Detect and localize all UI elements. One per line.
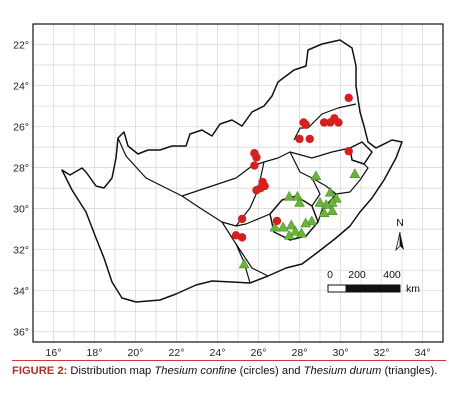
y-tick-label: 26°: [13, 122, 29, 134]
scale-label-400: 400: [383, 269, 401, 281]
thesium-confine-point: [319, 118, 329, 127]
thesium-durum-point: [314, 196, 326, 207]
eswatini-border: [349, 141, 373, 165]
south-africa-border: [61, 39, 403, 303]
thesium-durum-point: [277, 221, 289, 232]
north-arrow-icon-half: [395, 231, 401, 252]
longitude-ticks: 16° 18° 20° 22° 24° 26° 28° 30° 32° 34°: [46, 347, 431, 359]
scale-segment-black: [345, 284, 401, 293]
thesium-confine-point: [272, 216, 282, 226]
y-tick-label: 24°: [13, 81, 29, 93]
north-arrow: N: [395, 217, 404, 252]
thesium-durum-point: [300, 217, 312, 228]
x-tick-label: 22°: [169, 347, 185, 359]
thesium-durum-point: [269, 221, 281, 232]
thesium-durum-point: [349, 168, 361, 179]
x-tick-label: 34°: [415, 347, 431, 359]
map-grid: [32, 23, 444, 342]
thesium-confine-point: [252, 153, 261, 162]
thesium-durum-point: [283, 190, 295, 201]
y-tick-label: 22°: [13, 40, 29, 52]
y-tick-label: 34°: [13, 286, 29, 298]
thesium-confine-point: [344, 147, 353, 156]
thesium-durum-point: [289, 225, 301, 236]
thesium-confine-point: [237, 214, 247, 224]
thesium-durum-point: [285, 219, 297, 230]
thesium-confine-point: [295, 134, 304, 144]
x-tick-label: 24°: [210, 347, 226, 359]
x-tick-label: 16°: [46, 347, 62, 359]
figure-caption: FIGURE 2: Distribution map Thesium confi…: [12, 364, 448, 378]
thesium-durum-point: [294, 196, 305, 207]
caption-text-3: (triangles).: [381, 365, 438, 377]
x-tick-label: 30°: [333, 347, 349, 359]
y-tick-label: 30°: [13, 204, 29, 216]
map-frame: [32, 23, 444, 343]
caption-text-2: (circles) and: [236, 365, 304, 377]
thesium-confine-point: [250, 161, 259, 170]
thesium-durum-point: [324, 186, 336, 197]
thesium-confine-point: [260, 181, 269, 191]
north-arrow-icon: [400, 232, 404, 250]
thesium-durum-points: [238, 168, 361, 269]
thesium-confine-points: [231, 93, 353, 242]
caption-species-1: Thesium confine: [154, 365, 237, 377]
thesium-confine-point: [252, 185, 261, 195]
caption-species-2: Thesium durum: [303, 365, 382, 377]
caption-rule: [12, 360, 446, 361]
scale-label-200: 200: [348, 269, 366, 281]
country-borders: [61, 39, 403, 303]
scale-unit: km: [406, 283, 420, 295]
latitude-ticks: 22° 24° 26° 28° 30° 32° 34° 36°: [13, 40, 29, 339]
x-tick-label: 18°: [87, 347, 103, 359]
thesium-confine-point: [301, 120, 310, 129]
caption-label: FIGURE 2:: [12, 365, 68, 377]
thesium-confine-point: [344, 93, 353, 103]
thesium-durum-point: [296, 227, 307, 238]
thesium-durum-point: [238, 258, 250, 269]
x-tick-label: 26°: [251, 347, 267, 359]
scale-label-0: 0: [327, 269, 333, 281]
y-tick-label: 32°: [13, 245, 29, 257]
north-label: N: [396, 217, 404, 229]
x-tick-label: 32°: [374, 347, 390, 359]
y-tick-label: 36°: [13, 327, 29, 339]
thesium-confine-point: [237, 233, 247, 242]
x-tick-label: 28°: [292, 347, 308, 359]
thesium-confine-point: [330, 114, 339, 123]
caption-text-1: Distribution map: [67, 365, 155, 377]
x-tick-label: 20°: [128, 347, 144, 359]
scale-bar: 0 200 400 km: [327, 269, 420, 295]
thesium-confine-point: [305, 134, 314, 144]
thesium-durum-point: [326, 205, 338, 215]
thesium-durum-point: [283, 229, 295, 240]
thesium-durum-point: [318, 207, 330, 217]
thesium-durum-point: [310, 170, 322, 181]
y-tick-label: 28°: [13, 163, 29, 175]
thesium-durum-point: [306, 215, 318, 226]
